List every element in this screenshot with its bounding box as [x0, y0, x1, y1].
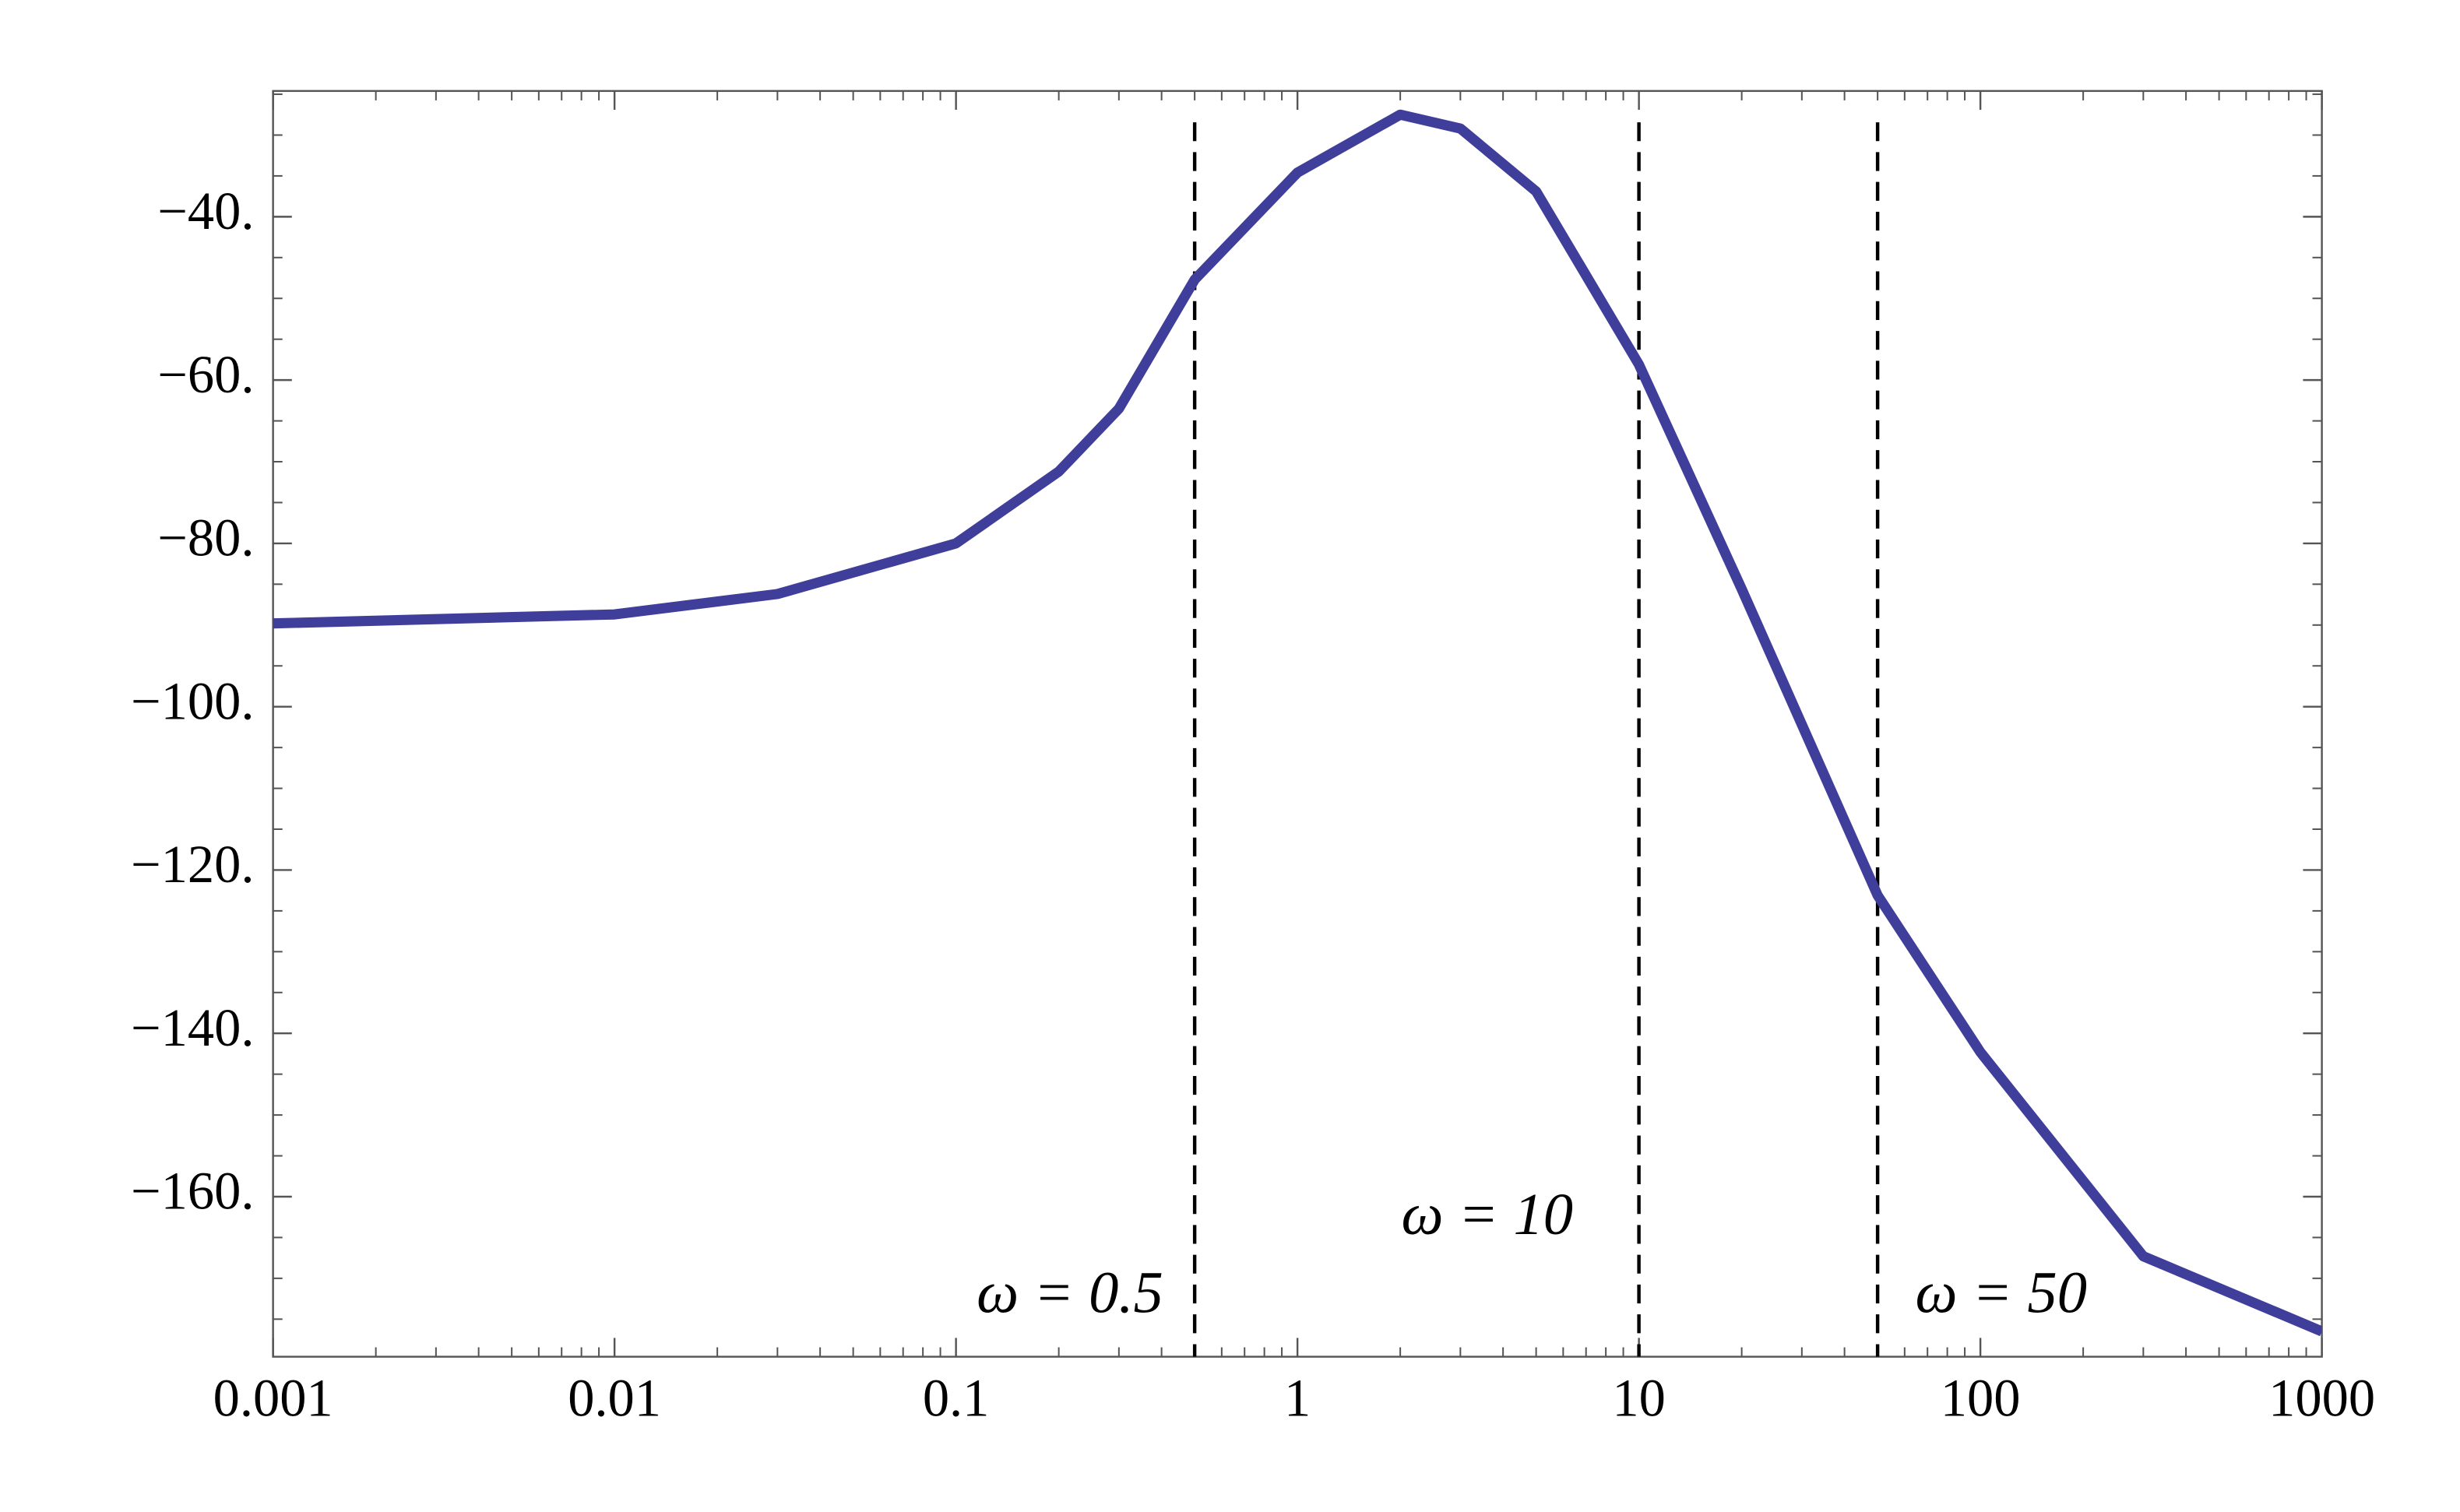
x-tick-label: 10 — [1612, 1369, 1665, 1428]
y-tick-label: −140. — [131, 998, 254, 1057]
x-tick-label: 0.001 — [213, 1369, 333, 1428]
data-line — [273, 109, 2322, 1337]
x-tick-label: 0.1 — [923, 1369, 990, 1428]
annotation: ω = 0.5 — [977, 1260, 1163, 1326]
y-tick-label: −120. — [131, 835, 254, 894]
x-tick-label: 1000 — [2268, 1369, 2375, 1428]
y-tick-label: −160. — [131, 1162, 254, 1221]
plot-frame — [272, 90, 2323, 1358]
y-tick-label: −80. — [157, 508, 254, 568]
y-tick-label: −60. — [157, 345, 254, 404]
x-tick-label: 100 — [1941, 1369, 2021, 1428]
y-tick-label: −100. — [131, 671, 254, 730]
annotation: ω = 10 — [1401, 1181, 1573, 1247]
annotation: ω = 50 — [1915, 1260, 2087, 1326]
y-tick-label: −40. — [157, 181, 254, 241]
x-tick-label: 0.01 — [568, 1369, 661, 1428]
x-tick-label: 1 — [1284, 1369, 1311, 1428]
